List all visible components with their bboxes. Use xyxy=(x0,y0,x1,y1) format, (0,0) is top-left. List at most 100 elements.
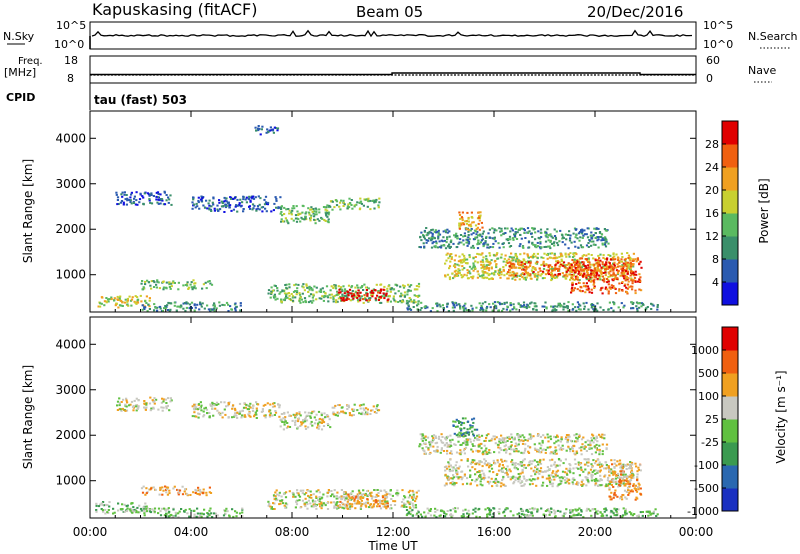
velocity-cell xyxy=(424,452,427,455)
velocity-cell xyxy=(326,502,329,504)
power-cell xyxy=(638,306,641,309)
power-cell xyxy=(561,263,564,266)
power-cell xyxy=(356,297,359,299)
velocity-cell xyxy=(530,475,533,477)
power-cell xyxy=(288,286,291,289)
power-cell xyxy=(553,252,556,255)
power-cell xyxy=(573,265,576,268)
power-cell xyxy=(370,291,373,294)
velocity-cell xyxy=(486,453,489,455)
velocity-cell xyxy=(322,502,325,505)
power-cell xyxy=(331,208,334,211)
power-cell xyxy=(630,263,633,266)
velocity-cell xyxy=(210,512,213,515)
power-cell xyxy=(475,306,478,309)
velocity-cell xyxy=(313,504,316,507)
power-cell xyxy=(417,282,421,285)
power-cell xyxy=(159,193,162,196)
power-cell xyxy=(366,294,369,297)
velocity-cell xyxy=(145,507,148,510)
power-cell xyxy=(594,259,597,262)
velocity-cell xyxy=(518,478,521,481)
velocity-cell xyxy=(572,467,575,470)
power-cell xyxy=(324,292,327,295)
power-cell xyxy=(168,309,171,312)
velocity-cell xyxy=(565,436,568,439)
power-cell xyxy=(550,267,554,270)
power-cell xyxy=(490,259,493,262)
power-cell xyxy=(348,288,352,291)
power-cell xyxy=(454,266,457,269)
power-cell xyxy=(177,281,180,284)
power-cell xyxy=(570,241,573,244)
power-cell xyxy=(585,274,588,277)
power-cell xyxy=(431,242,434,245)
power-cell xyxy=(156,201,159,204)
power-cell xyxy=(518,267,522,270)
power-cell xyxy=(121,195,124,198)
power-cell xyxy=(203,307,206,310)
power-cell xyxy=(605,263,608,266)
power-cell xyxy=(466,271,469,274)
power-cell xyxy=(514,231,517,234)
power-cell xyxy=(490,277,493,280)
velocity-cell xyxy=(157,507,161,510)
power-cell xyxy=(342,199,345,202)
power-cell xyxy=(201,287,204,290)
velocity-cell xyxy=(312,493,315,496)
power-cell xyxy=(561,234,564,237)
velocity-cell xyxy=(252,404,255,407)
velocity-cell xyxy=(95,510,98,513)
power-cell xyxy=(440,244,443,247)
velocity-cell xyxy=(336,411,339,414)
power-cell xyxy=(276,297,279,300)
power-cell xyxy=(140,282,143,285)
velocity-cell xyxy=(165,515,168,518)
velocity-cell xyxy=(123,503,126,506)
power-cell xyxy=(345,299,348,301)
power-cell xyxy=(571,286,574,289)
power-cell xyxy=(374,298,377,301)
velocity-cell xyxy=(322,425,326,427)
power-cell xyxy=(525,305,528,308)
power-cell xyxy=(632,271,635,274)
velocity-cell xyxy=(537,449,540,451)
velocity-cell xyxy=(446,475,449,478)
power-cell xyxy=(603,278,606,281)
power-cell xyxy=(567,262,570,265)
power-cell xyxy=(585,301,588,304)
power-cell xyxy=(624,277,627,280)
power-cell xyxy=(565,273,568,276)
power-cell xyxy=(472,262,475,265)
power-cell xyxy=(557,269,560,272)
velocity-cell xyxy=(349,492,353,495)
power-cell xyxy=(377,204,380,207)
velocity-cell xyxy=(487,451,491,454)
power-cell xyxy=(617,257,620,260)
velocity-cell xyxy=(462,434,465,437)
power-cell xyxy=(504,227,507,230)
velocity-cell xyxy=(348,414,352,417)
velocity-cell xyxy=(167,397,170,400)
power-cell xyxy=(485,309,488,312)
power-cell xyxy=(532,308,535,311)
velocity-cell xyxy=(418,443,422,446)
power-cell xyxy=(627,280,630,283)
power-cell xyxy=(465,309,468,312)
velocity-cell xyxy=(135,405,138,408)
power-cell xyxy=(482,277,485,280)
power-cell xyxy=(627,264,630,267)
power-cell xyxy=(418,246,421,248)
power-cell xyxy=(485,265,488,268)
velocity-cell xyxy=(582,445,585,448)
velocity-cell xyxy=(610,472,613,475)
power-cell xyxy=(456,237,459,240)
power-cell xyxy=(567,253,570,256)
power-cell xyxy=(605,229,608,232)
power-cell xyxy=(632,252,635,255)
power-cell xyxy=(494,240,497,243)
velocity-cell xyxy=(401,504,404,507)
velocity-cell xyxy=(144,493,147,496)
power-cell xyxy=(639,260,642,263)
power-cell xyxy=(416,304,419,307)
